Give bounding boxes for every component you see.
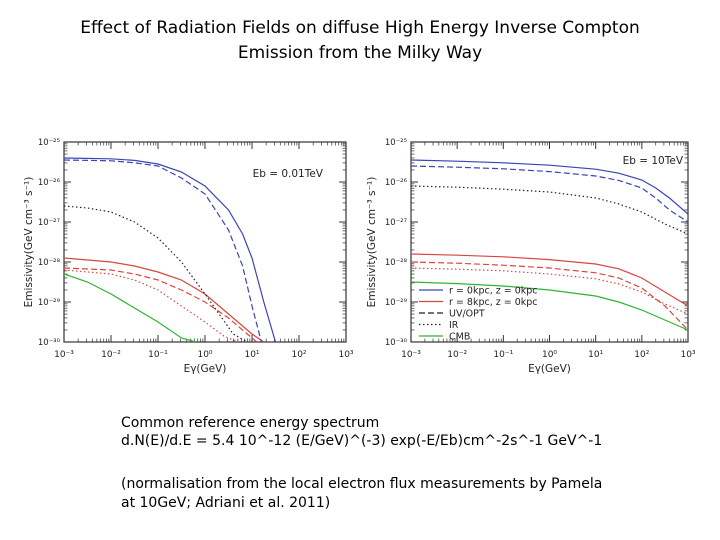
x-tick-label: 10¹	[588, 350, 603, 360]
x-axis-label: Eγ(GeV)	[184, 363, 227, 375]
series-line-cmb	[64, 273, 196, 342]
series-line-uv-opt	[411, 261, 688, 331]
chart-panel-left: 10⁻³ 10⁻² 10⁻¹ 10⁰ 10¹ 10² 10³ 10⁻³⁰ 10⁻²⁹ 10⁻²⁸ 1…	[18, 130, 358, 390]
x-axis-label: Eγ(GeV)	[528, 363, 571, 375]
x-tick-label: 10⁻¹	[493, 350, 513, 360]
series-line-r-8kpc-z-0kpc	[64, 257, 265, 342]
series-line-ir	[411, 267, 688, 315]
x-tick-label: 10⁰	[197, 350, 212, 360]
series-line-r-0kpc-z-0kpc	[411, 159, 688, 215]
x-tick-label: 10³	[680, 350, 695, 360]
title-line-1: Effect of Radiation Fields on diffuse Hi…	[80, 18, 640, 38]
series-line-uv-opt	[64, 159, 262, 342]
caption-line-3: (normalisation from the local electron f…	[121, 476, 603, 492]
x-tick-label: 10⁰	[542, 350, 557, 360]
chart-svg-1: 10⁻³ 10⁻² 10⁻¹ 10⁰ 10¹ 10² 10³ 10⁻³⁰ 10⁻²⁹ 10⁻²⁸ 1…	[366, 138, 696, 375]
y-tick-label: 10⁻²⁶	[38, 178, 61, 188]
x-tick-label: 10³	[338, 350, 353, 360]
x-tick-label: 10⁻²	[447, 350, 467, 360]
legend-label: r = 0kpc, z = 0kpc	[449, 286, 538, 297]
y-tick-label: 10⁻²⁸	[385, 258, 408, 268]
series-line-uv-opt	[64, 267, 258, 342]
y-tick-label: 10⁻³⁰	[38, 338, 61, 348]
series-line-ir	[64, 269, 239, 342]
eb-annotation: Eb = 0.01TeV	[253, 168, 324, 180]
series-line-ir	[411, 185, 688, 235]
series-line-r-0kpc-z-0kpc	[64, 157, 277, 342]
y-tick-label: 10⁻²⁷	[38, 218, 61, 228]
x-tick-label: 10²	[634, 350, 649, 360]
x-tick-label: 10²	[291, 350, 306, 360]
plot-frame	[63, 141, 347, 343]
y-axis-label: Emissivity(GeV cm⁻³ s⁻¹)	[366, 177, 378, 308]
legend-label: IR	[449, 320, 459, 331]
chart-panel-right: 10⁻³ 10⁻² 10⁻¹ 10⁰ 10¹ 10² 10³ 10⁻³⁰ 10⁻²⁹ 10⁻²⁸ 1…	[363, 130, 698, 390]
legend-label: CMB	[449, 332, 470, 343]
series-line-cmb	[411, 281, 688, 331]
y-tick-label: 10⁻²⁶	[385, 178, 408, 188]
y-tick-label: 10⁻²⁹	[38, 298, 61, 308]
series-group	[411, 159, 688, 331]
legend-label: r = 8kpc, z = 0kpc	[449, 297, 538, 308]
legend-label: UV/OPT	[449, 309, 485, 320]
x-tick-label: 10¹	[244, 350, 259, 360]
eb-annotation: Eb = 10TeV	[623, 155, 684, 167]
y-tick-label: 10⁻²⁸	[38, 258, 61, 268]
y-tick-label: 10⁻³⁰	[385, 338, 408, 348]
y-axis-label: Emissivity(GeV cm⁻³ s⁻¹)	[23, 177, 35, 308]
caption-line-2: d.N(E)/d.E = 5.4 10^-12 (E/GeV)^(-3) exp…	[121, 433, 603, 449]
x-tick-label: 10⁻¹	[148, 350, 168, 360]
y-tick-label: 10⁻²⁵	[38, 138, 60, 148]
x-tick-label: 10⁻³	[401, 350, 421, 360]
chart-svg-0: 10⁻³ 10⁻² 10⁻¹ 10⁰ 10¹ 10² 10³ 10⁻³⁰ 10⁻²⁹ 10⁻²⁸ 1…	[23, 138, 354, 375]
series-line-r-8kpc-z-0kpc	[411, 253, 688, 307]
title-line-2: Emission from the Milky Way	[237, 43, 483, 63]
x-tick-label: 10⁻³	[54, 350, 74, 360]
x-tick-label: 10⁻²	[101, 350, 121, 360]
y-tick-label: 10⁻²⁷	[385, 218, 408, 228]
y-tick-label: 10⁻²⁹	[385, 298, 408, 308]
caption-line-1: Common reference energy spectrum	[121, 415, 380, 431]
caption-line-4: at 10GeV; Adriani et al. 2011)	[121, 495, 331, 511]
series-group	[64, 157, 277, 342]
y-tick-label: 10⁻²⁵	[385, 138, 407, 148]
page-title: Effect of Radiation Fields on diffuse Hi…	[30, 16, 690, 66]
